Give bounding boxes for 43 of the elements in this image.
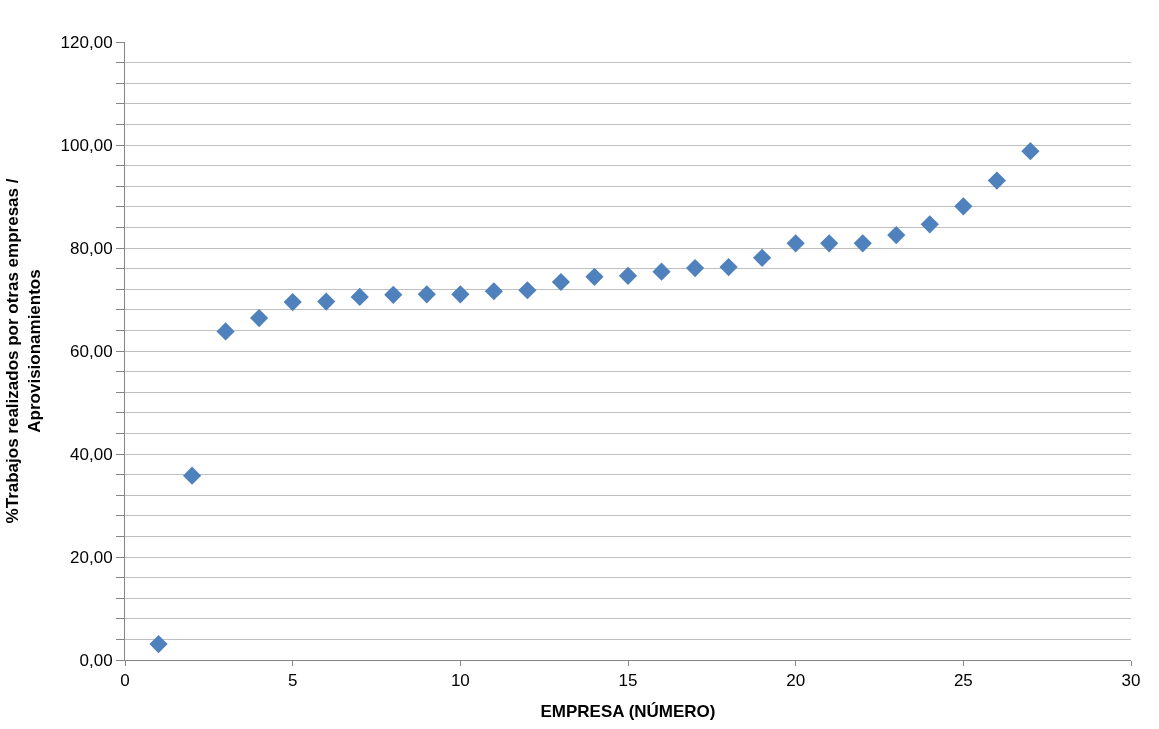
point [283, 292, 302, 312]
point [149, 634, 168, 654]
x-tick-label: 15 [618, 671, 638, 691]
point [182, 466, 202, 485]
point [384, 285, 403, 304]
x-tick-label: 10 [450, 671, 470, 691]
point [484, 282, 503, 301]
x-axis-title: EMPRESA (NÚMERO) [540, 701, 716, 721]
y-axis-title: %Trabajos realizados por otras empresas / Aprovisionamientos [3, 178, 45, 524]
y-tick-label: 20,00 [70, 547, 113, 567]
point [451, 285, 470, 304]
point [518, 281, 537, 300]
point [350, 287, 369, 307]
point [987, 171, 1006, 190]
y-tick-label: 100,00 [60, 135, 113, 155]
point [920, 215, 939, 234]
point [685, 258, 705, 278]
y-tick-label: 80,00 [70, 238, 113, 258]
point [719, 257, 738, 277]
point [417, 285, 436, 304]
y-tick-label: 40,00 [70, 444, 113, 464]
point [887, 226, 906, 245]
point [585, 267, 604, 286]
x-tick-label: 25 [953, 671, 973, 691]
point [853, 234, 872, 253]
point [317, 292, 336, 311]
point [954, 197, 973, 216]
point [618, 266, 638, 285]
point [216, 322, 235, 341]
x-tick-label: 30 [1121, 671, 1141, 691]
point [551, 272, 571, 292]
y-tick-label: 120,00 [60, 32, 113, 52]
point [820, 234, 839, 253]
x-tick-label: 5 [287, 671, 298, 691]
point [652, 262, 671, 281]
y-tick-label: 60,00 [70, 341, 113, 361]
point [786, 234, 805, 253]
point [1021, 142, 1040, 161]
y-tick-label: 0,00 [79, 650, 113, 670]
point [250, 308, 269, 328]
x-tick-label: 0 [120, 671, 130, 691]
point [753, 248, 772, 267]
x-tick-label: 20 [786, 671, 806, 691]
